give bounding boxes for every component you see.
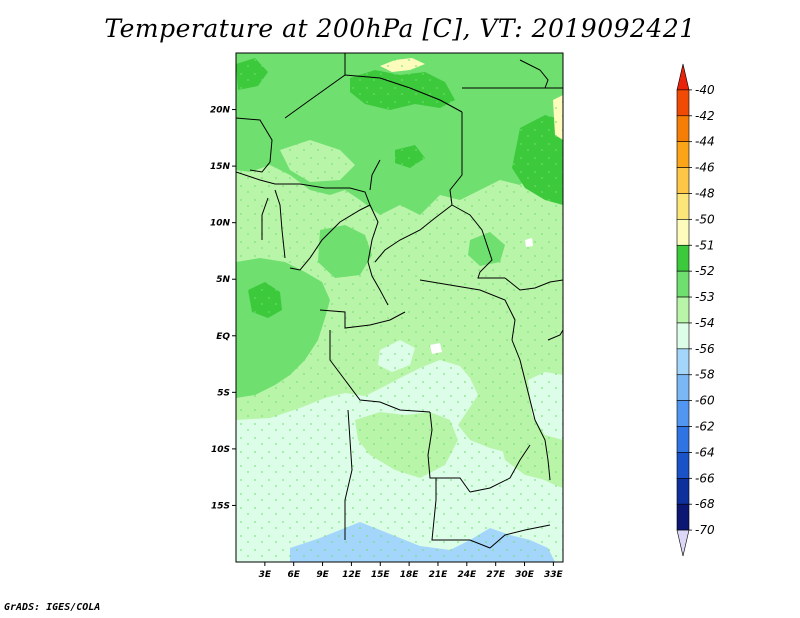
colorbar-label: -56 — [695, 342, 715, 356]
grads-credit: GrADS: IGES/COLA — [4, 602, 101, 613]
y-tick-label: 15S — [211, 501, 230, 511]
y-tick-label: 15N — [210, 162, 231, 172]
colorbar-label: -60 — [695, 394, 715, 408]
colorbar-swatch — [676, 244, 690, 272]
y-axis: 20N 15N 10N 5N EQ 5S 10S 15S — [210, 106, 236, 511]
y-tick-label: 10N — [210, 219, 231, 229]
x-tick-label: 12E — [342, 570, 362, 580]
colorbar-label: -42 — [695, 109, 715, 123]
colorbar-swatch — [676, 296, 690, 324]
y-tick-label: EQ — [216, 332, 230, 342]
colorbar-label: -58 — [695, 368, 715, 382]
colorbar-label: -51 — [695, 238, 715, 252]
x-tick-label: 3E — [259, 570, 272, 580]
colorbar-swatch — [676, 219, 690, 246]
temperature-field — [236, 53, 563, 562]
field-white-patch — [430, 343, 442, 354]
colorbar-swatch — [676, 141, 690, 168]
colorbar-swatch — [676, 89, 690, 117]
colorbar-label: -44 — [695, 135, 715, 149]
colorbar-swatch — [676, 270, 690, 298]
colorbar-swatch — [676, 115, 690, 142]
x-tick-label: 24E — [457, 570, 477, 580]
colorbar-label: -40 — [695, 83, 715, 97]
x-axis: 3E 6E 9E 12E 15E 18E 21E 24E 27E 30E 33E — [259, 562, 564, 580]
colorbar-label: -70 — [695, 523, 715, 537]
x-tick-label: 21E — [429, 570, 449, 580]
colorbar-label: -52 — [695, 264, 715, 278]
y-tick-label: 10S — [211, 445, 230, 455]
map-frame — [235, 52, 564, 563]
colorbar-swatch — [676, 348, 690, 376]
x-tick-label: 30E — [515, 570, 535, 580]
colorbar-swatch — [676, 322, 690, 350]
x-tick-label: 27E — [486, 570, 506, 580]
colorbar-swatch — [676, 193, 690, 220]
colorbar-label: -66 — [695, 471, 715, 485]
colorbar-cap-bottom — [676, 529, 690, 557]
y-tick-label: 5N — [216, 275, 230, 285]
colorbar-label: -62 — [695, 420, 715, 434]
colorbar-label: -53 — [695, 290, 715, 304]
colorbar-swatch — [676, 478, 690, 505]
x-tick-label: 15E — [371, 570, 391, 580]
colorbar-label: -50 — [695, 212, 715, 226]
country-borders — [236, 53, 563, 549]
y-tick-label: 5S — [217, 388, 230, 398]
colorbar-label: -54 — [695, 316, 715, 330]
colorbar-swatch — [676, 400, 690, 427]
colorbar-label: -64 — [695, 445, 715, 459]
chart-title: Temperature at 200hPa [C], VT: 201909242… — [104, 14, 696, 43]
y-tick-label: 20N — [210, 106, 231, 116]
colorbar-swatch — [676, 503, 690, 531]
x-tick-label: 9E — [316, 570, 329, 580]
colorbar-label: -46 — [695, 161, 715, 175]
colorbar-swatch — [676, 167, 690, 194]
colorbar-label: -48 — [695, 186, 715, 200]
colorbar-swatch — [676, 426, 690, 453]
colorbar: -40 -42 -44 -46 -48 -50 -51 -52 -53 -54 -56 -58 -60 -… — [676, 63, 715, 557]
colorbar-label: -68 — [695, 497, 715, 511]
colorbar-swatch — [676, 452, 690, 479]
x-tick-label: 33E — [544, 570, 564, 580]
colorbar-swatch — [676, 374, 690, 401]
x-tick-label: 6E — [287, 570, 300, 580]
field-white-patch — [525, 238, 533, 247]
colorbar-cap-top — [676, 63, 690, 91]
x-tick-label: 18E — [400, 570, 420, 580]
